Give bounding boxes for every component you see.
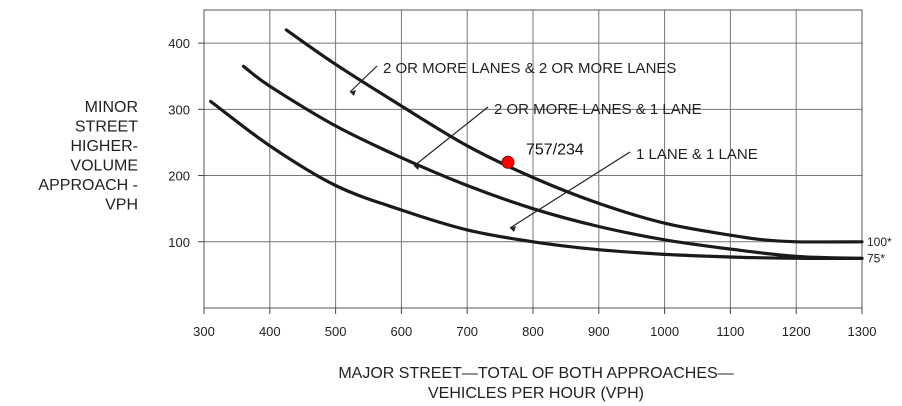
grid [204,10,862,308]
leader-line [349,65,378,93]
data-point-label: 757/234 [526,141,584,158]
x-tick-label: 1300 [848,324,877,339]
y-tick-label: 400 [168,36,190,51]
x-axis-title: MAJOR STREET—TOTAL OF BOTH APPROACHES— VE… [338,365,733,402]
x-axis-title-line: VEHICLES PER HOUR (VPH) [428,385,644,402]
end-label: 100* [867,235,892,249]
y-tick-label: 100 [168,235,190,250]
leader-arrowhead [414,164,420,170]
leader-arrowhead [510,226,516,232]
y-tick-label: 300 [168,102,190,117]
annotations: 757/234 [501,141,584,169]
series-line-1 [284,28,864,244]
x-tick-label: 300 [193,324,215,339]
series-label: 2 OR MORE LANES & 1 LANE [494,101,702,118]
y-tick-label: 200 [168,169,190,184]
series-lines [209,28,864,261]
x-tick-label: 1000 [650,324,679,339]
x-tick-label: 600 [391,324,413,339]
x-axis-title-line: MAJOR STREET—TOTAL OF BOTH APPROACHES— [338,365,733,382]
leader-line [509,151,631,229]
y-axis-title-line: APPROACH - [38,177,138,194]
y-axis-title-line: STREET [75,119,138,136]
leader-lines [349,65,631,232]
x-tick-label: 400 [259,324,281,339]
x-tick-label: 700 [456,324,478,339]
x-axis-ticks: 300 400 500 600 700 800 900 1000 1100 1200 1300 [193,308,876,339]
end-label: 75* [867,251,885,265]
series-label: 1 LANE & 1 LANE [636,146,758,163]
y-axis-title: MINOR STREET HIGHER- VOLUME APPROACH - VPH [38,99,138,214]
data-point-marker [501,155,515,169]
y-axis-title-line: MINOR [85,99,138,116]
x-tick-label: 1200 [782,324,811,339]
series-line-2 [241,64,864,260]
y-axis-title-line: VOLUME [70,158,138,175]
end-labels: 100* 75* [867,235,892,266]
y-axis-title-line: VPH [105,197,138,214]
y-axis-ticks: 100 200 300 400 [168,36,204,250]
x-tick-label: 500 [325,324,347,339]
series-line-3 [209,99,864,261]
y-axis-title-line: HIGHER- [70,138,138,155]
x-tick-label: 1100 [716,324,744,339]
x-tick-label: 900 [588,324,610,339]
series-label: 2 OR MORE LANES & 2 OR MORE LANES [383,60,676,77]
series-labels: 2 OR MORE LANES & 2 OR MORE LANES 2 OR MO… [383,60,758,163]
x-tick-label: 800 [522,324,544,339]
leader-arrowhead [350,90,356,96]
leader-line [413,106,489,167]
